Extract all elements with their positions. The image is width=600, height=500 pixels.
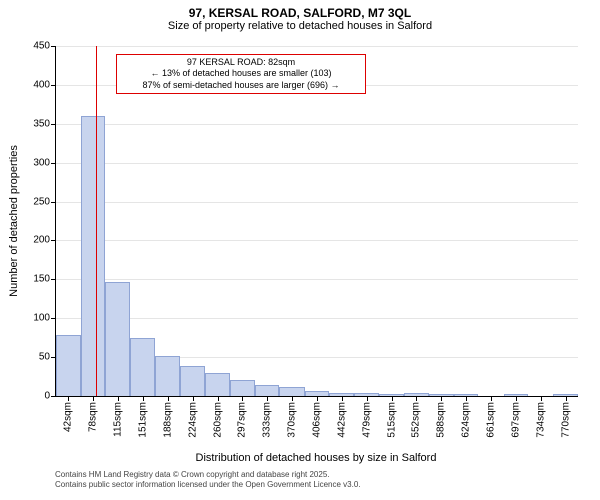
x-tick-label: 552sqm — [411, 402, 422, 438]
x-tick-mark — [193, 396, 194, 401]
x-tick-mark — [143, 396, 144, 401]
x-tick-label: 661sqm — [486, 402, 497, 438]
x-tick-label: 406sqm — [312, 402, 323, 438]
y-axis-label: Number of detached properties — [8, 145, 20, 297]
histogram-bar — [329, 393, 354, 396]
histogram-bar — [255, 385, 280, 396]
y-tick-label: 450 — [33, 41, 56, 52]
y-gridline — [56, 279, 578, 280]
histogram-bar — [180, 366, 205, 396]
x-tick-label: 624sqm — [461, 402, 472, 438]
y-tick-label: 50 — [39, 352, 56, 363]
x-tick-mark — [441, 396, 442, 401]
chart-subtitle: Size of property relative to detached ho… — [0, 20, 600, 32]
y-tick-label: 200 — [33, 235, 56, 246]
x-tick-label: 515sqm — [386, 402, 397, 438]
annotation-line: 87% of semi-detached houses are larger (… — [121, 80, 361, 91]
y-tick-label: 150 — [33, 274, 56, 285]
histogram-bar — [205, 373, 230, 396]
x-tick-label: 297sqm — [237, 402, 248, 438]
x-tick-label: 115sqm — [113, 402, 124, 437]
x-tick-label: 151sqm — [137, 402, 148, 438]
x-tick-mark — [416, 396, 417, 401]
x-tick-mark — [242, 396, 243, 401]
histogram-bar — [230, 380, 255, 396]
annotation-line: ← 13% of detached houses are smaller (10… — [121, 68, 361, 79]
plot-area: 05010015020025030035040045042sqm78sqm115… — [55, 46, 578, 397]
histogram-bar — [105, 282, 130, 396]
x-tick-label: 479sqm — [361, 402, 372, 438]
x-tick-label: 734sqm — [535, 402, 546, 438]
histogram-bar — [454, 394, 479, 396]
x-tick-mark — [118, 396, 119, 401]
y-gridline — [56, 202, 578, 203]
y-tick-label: 0 — [44, 391, 56, 402]
y-gridline — [56, 318, 578, 319]
x-tick-mark — [93, 396, 94, 401]
y-tick-label: 250 — [33, 196, 56, 207]
histogram-bar — [504, 394, 529, 396]
x-tick-mark — [267, 396, 268, 401]
y-gridline — [56, 124, 578, 125]
histogram-bar — [379, 394, 404, 396]
y-tick-label: 400 — [33, 79, 56, 90]
y-gridline — [56, 163, 578, 164]
x-tick-mark — [466, 396, 467, 401]
x-tick-mark — [342, 396, 343, 401]
x-tick-mark — [68, 396, 69, 401]
x-tick-label: 78sqm — [88, 402, 99, 432]
x-tick-mark — [168, 396, 169, 401]
histogram-bar — [429, 394, 454, 396]
y-tick-label: 100 — [33, 313, 56, 324]
x-tick-label: 42sqm — [63, 402, 74, 432]
annotation-line: 97 KERSAL ROAD: 82sqm — [121, 57, 361, 68]
x-tick-mark — [566, 396, 567, 401]
x-tick-mark — [491, 396, 492, 401]
x-tick-mark — [541, 396, 542, 401]
x-tick-mark — [292, 396, 293, 401]
x-tick-mark — [516, 396, 517, 401]
y-tick-label: 300 — [33, 157, 56, 168]
y-tick-label: 350 — [33, 118, 56, 129]
histogram-bar — [279, 387, 304, 396]
x-tick-label: 260sqm — [212, 402, 223, 438]
histogram-bar — [155, 356, 180, 396]
histogram-bar — [81, 116, 106, 396]
x-axis-label: Distribution of detached houses by size … — [196, 452, 437, 464]
annotation-box: 97 KERSAL ROAD: 82sqm← 13% of detached h… — [116, 54, 366, 94]
chart-title: 97, KERSAL ROAD, SALFORD, M7 3QL — [0, 0, 600, 20]
x-tick-label: 770sqm — [560, 402, 571, 438]
histogram-bar — [404, 393, 429, 396]
histogram-bar — [130, 338, 155, 396]
attribution-line: Contains public sector information licen… — [55, 480, 361, 490]
y-gridline — [56, 46, 578, 47]
x-tick-label: 224sqm — [187, 402, 198, 438]
histogram-bar — [354, 393, 379, 396]
x-tick-mark — [367, 396, 368, 401]
histogram-bar — [305, 391, 330, 396]
x-tick-label: 188sqm — [162, 402, 173, 438]
x-tick-mark — [218, 396, 219, 401]
x-tick-mark — [392, 396, 393, 401]
chart-container: 97, KERSAL ROAD, SALFORD, M7 3QL Size of… — [0, 0, 600, 500]
reference-line — [96, 46, 97, 396]
attribution: Contains HM Land Registry data © Crown c… — [55, 470, 361, 489]
x-tick-mark — [317, 396, 318, 401]
histogram-bar — [553, 394, 578, 396]
x-tick-label: 588sqm — [436, 402, 447, 438]
x-tick-label: 442sqm — [336, 402, 347, 438]
y-gridline — [56, 240, 578, 241]
x-tick-label: 370sqm — [287, 402, 298, 438]
attribution-line: Contains HM Land Registry data © Crown c… — [55, 470, 361, 480]
x-tick-label: 333sqm — [262, 402, 273, 438]
x-tick-label: 697sqm — [510, 402, 521, 438]
histogram-bar — [56, 335, 81, 396]
